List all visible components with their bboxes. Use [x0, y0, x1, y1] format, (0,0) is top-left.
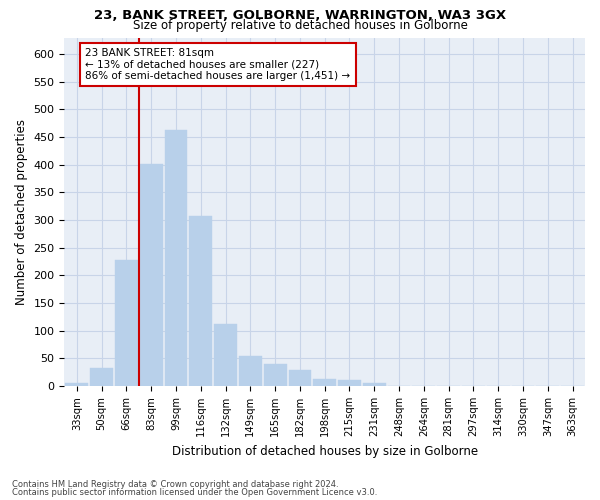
X-axis label: Distribution of detached houses by size in Golborne: Distribution of detached houses by size … — [172, 444, 478, 458]
Bar — [164, 130, 187, 386]
Bar — [289, 370, 311, 386]
Bar — [264, 364, 287, 386]
Bar — [115, 260, 138, 386]
Text: 23, BANK STREET, GOLBORNE, WARRINGTON, WA3 3GX: 23, BANK STREET, GOLBORNE, WARRINGTON, W… — [94, 9, 506, 22]
Bar — [190, 216, 212, 386]
Bar — [214, 324, 237, 386]
Text: Contains public sector information licensed under the Open Government Licence v3: Contains public sector information licen… — [12, 488, 377, 497]
Text: Contains HM Land Registry data © Crown copyright and database right 2024.: Contains HM Land Registry data © Crown c… — [12, 480, 338, 489]
Bar — [90, 368, 113, 386]
Bar — [65, 384, 88, 386]
Bar — [313, 379, 336, 386]
Bar — [239, 356, 262, 386]
Text: Size of property relative to detached houses in Golborne: Size of property relative to detached ho… — [133, 19, 467, 32]
Text: 23 BANK STREET: 81sqm
← 13% of detached houses are smaller (227)
86% of semi-det: 23 BANK STREET: 81sqm ← 13% of detached … — [85, 48, 350, 81]
Bar — [363, 384, 386, 386]
Y-axis label: Number of detached properties: Number of detached properties — [15, 119, 28, 305]
Bar — [338, 380, 361, 386]
Bar — [140, 164, 163, 386]
